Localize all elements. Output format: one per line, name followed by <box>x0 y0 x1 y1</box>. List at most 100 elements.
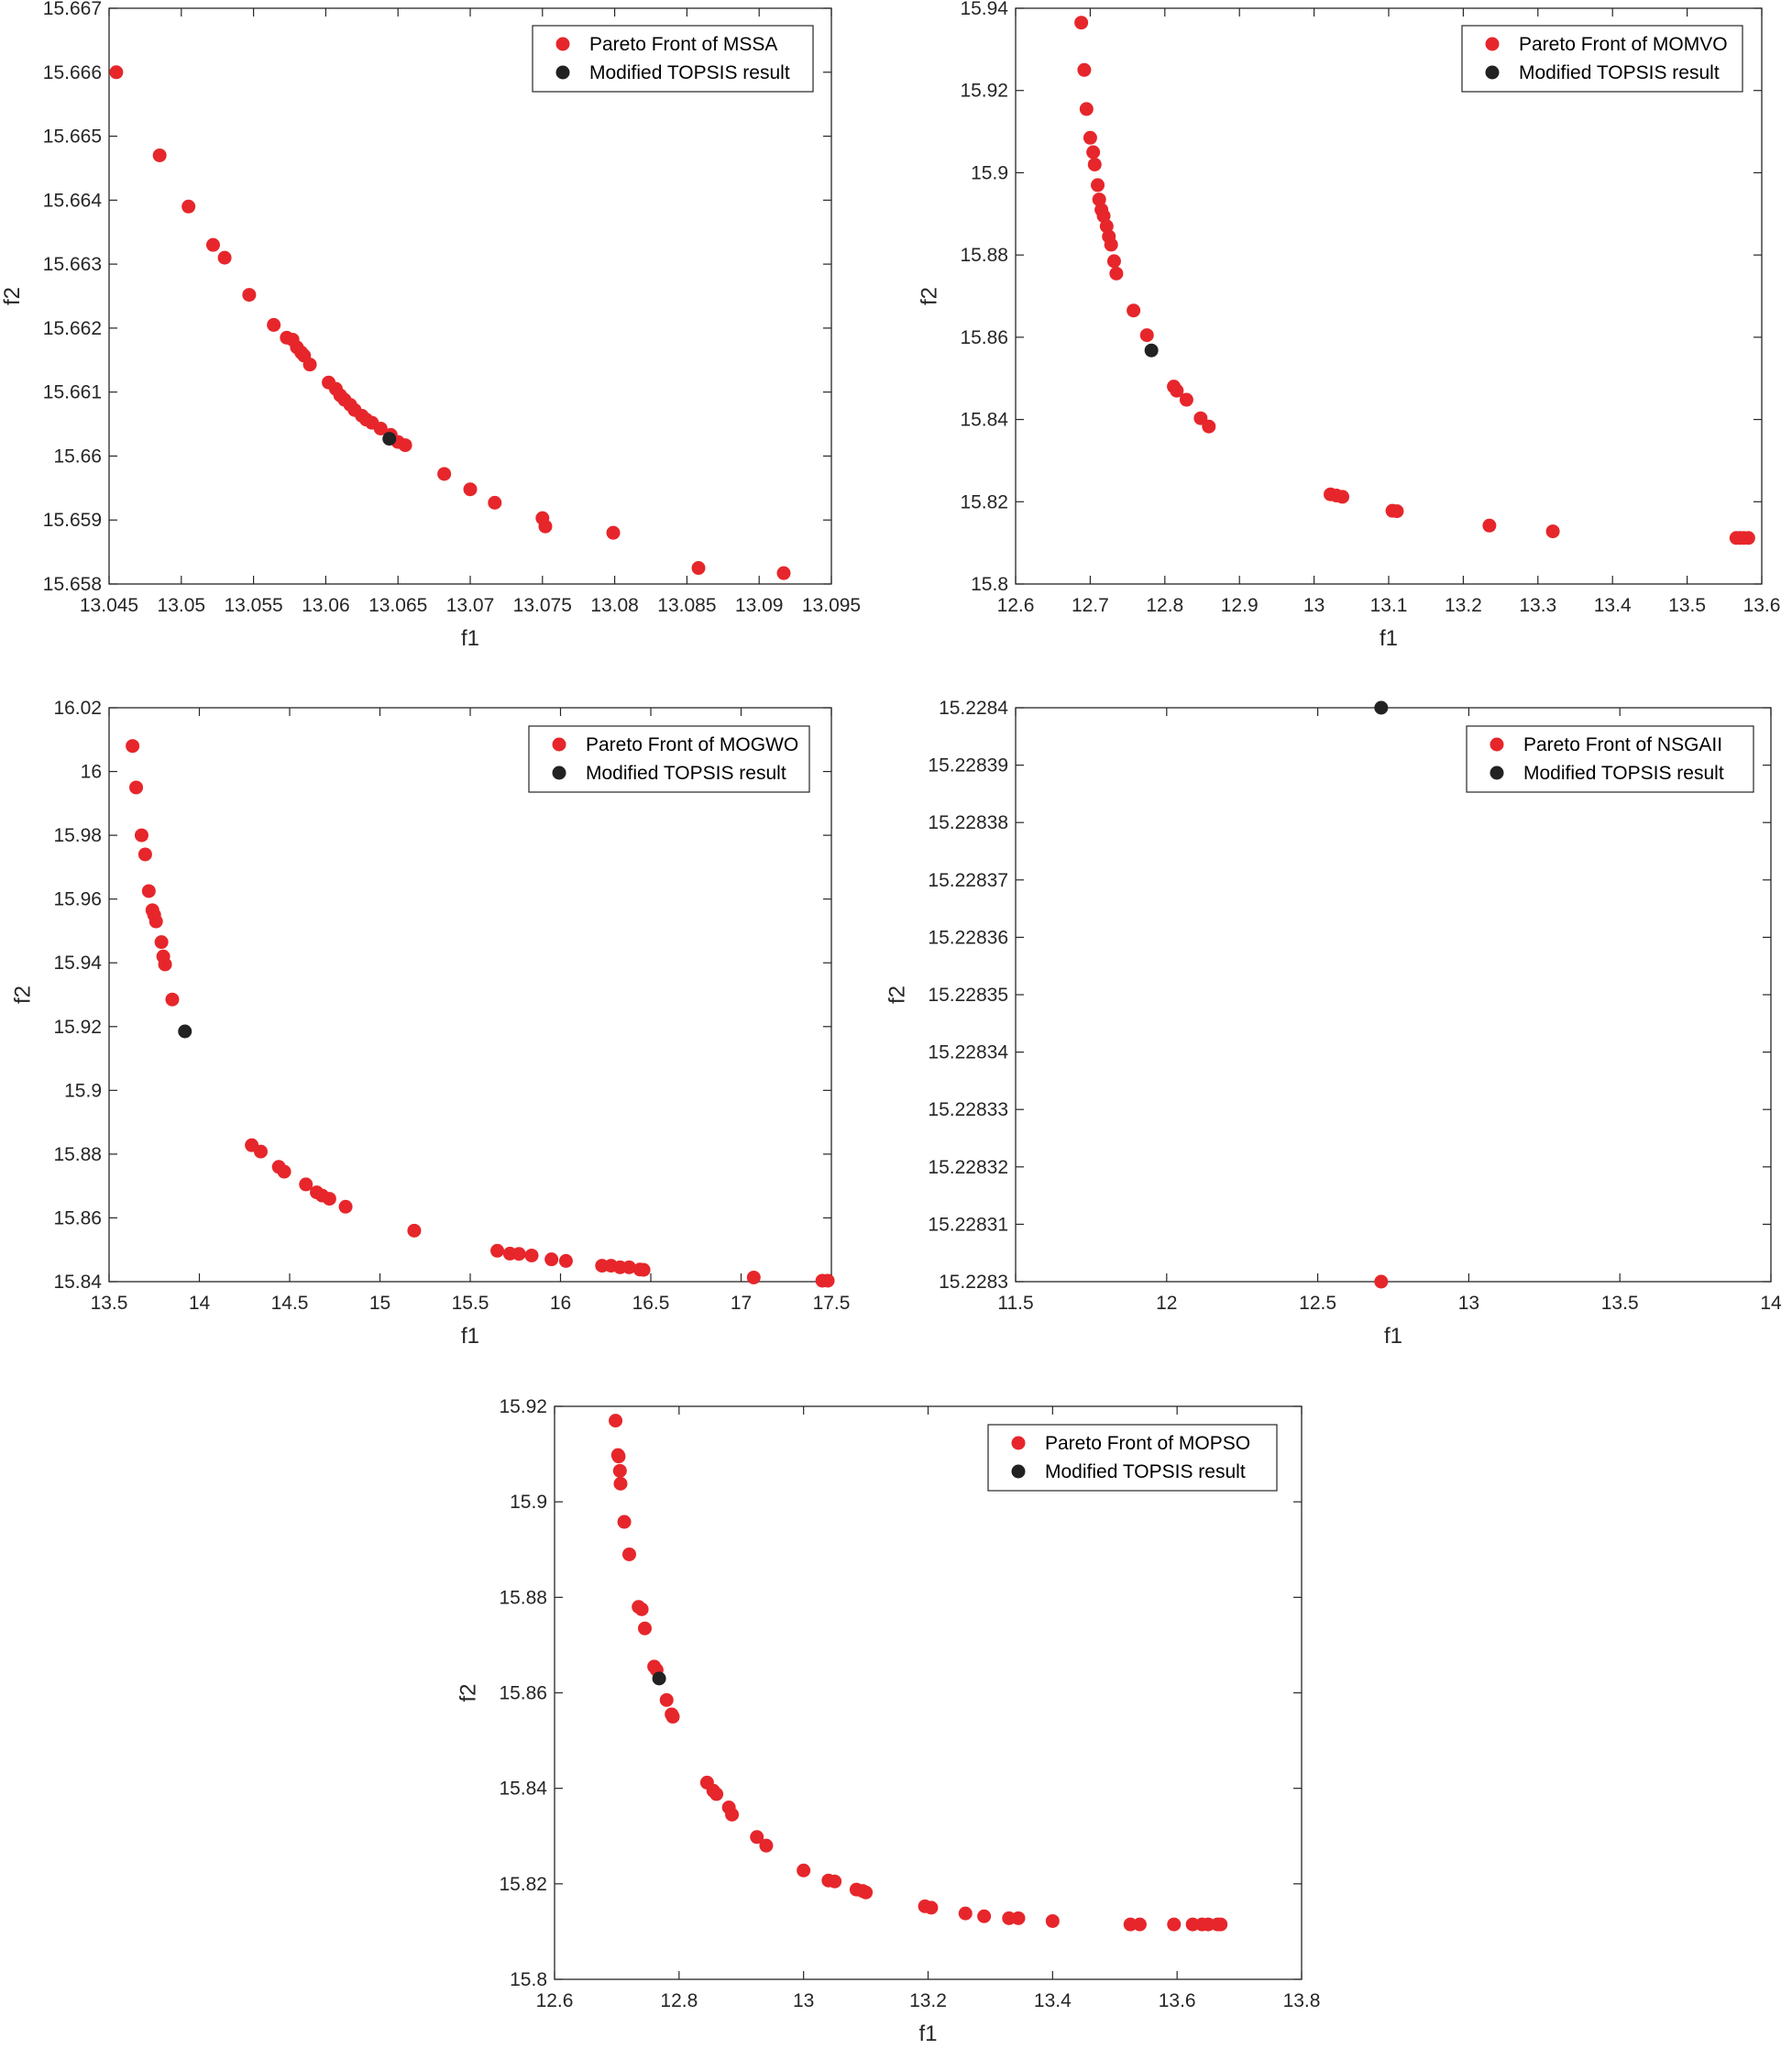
pareto-point <box>621 1260 636 1274</box>
pareto-point <box>1086 145 1101 160</box>
x-tick-label: 13.3 <box>1519 595 1556 616</box>
x-tick-label: 12.7 <box>1072 595 1109 616</box>
pareto-point <box>613 1476 628 1491</box>
pareto-point <box>750 1830 764 1845</box>
pareto-point <box>544 1252 559 1267</box>
chart-1: 13.045 13.05 13.055 13.06 13.065 13.07 13.075 1… <box>0 0 861 651</box>
y-tick-label: 15.22832 <box>928 1157 1008 1178</box>
pareto-point <box>134 828 148 843</box>
pareto-point <box>524 1248 539 1262</box>
pareto-point <box>1741 531 1755 545</box>
y-tick-label: 15.86 <box>499 1683 547 1704</box>
legend-marker <box>1490 737 1504 752</box>
y-tick-label: 15.96 <box>53 889 102 910</box>
topsis-point <box>652 1671 666 1686</box>
chart-5: 12.6 12.8 13 13.2 13.4 13.6 13.8 15.8 15.82 15.84… <box>456 1396 1321 2046</box>
pareto-point <box>924 1900 939 1915</box>
pareto-point <box>338 1199 353 1214</box>
pareto-point <box>612 1463 627 1478</box>
pareto-point <box>1132 1917 1147 1932</box>
pareto-point <box>538 519 553 534</box>
x-tick-label: 13.06 <box>302 595 350 616</box>
chart-3: 13.5 14 14.5 15 15.5 16 16.5 17 17.5 15.84 15.86 15… <box>11 698 851 1349</box>
pareto-point <box>1482 518 1497 533</box>
y-tick-label: 15.22838 <box>928 812 1008 833</box>
x-tick-label: 13.5 <box>1601 1293 1639 1314</box>
pareto-point <box>165 992 180 1007</box>
x-tick-label: 13.09 <box>735 595 784 616</box>
pareto-point <box>1077 62 1092 77</box>
y-tick-label: 15.2284 <box>939 698 1008 719</box>
x-tick-label: 15.5 <box>452 1293 489 1314</box>
pareto-point <box>776 566 791 580</box>
plot-area <box>108 7 832 585</box>
pareto-point <box>606 525 621 540</box>
y-tick-label: 15.667 <box>43 0 102 19</box>
topsis-result-series <box>1374 700 1389 715</box>
y-tick-label: 15.9 <box>510 1492 547 1513</box>
x-tick-label: 13.095 <box>802 595 861 616</box>
y-tick-label: 15.22839 <box>928 755 1008 777</box>
y-tick-label: 15.86 <box>53 1207 102 1228</box>
y-tick-label: 15.88 <box>960 245 1008 266</box>
x-tick-label: 13.5 <box>91 1293 128 1314</box>
x-tick-label: 13.8 <box>1283 1990 1321 2011</box>
legend-box <box>528 725 810 793</box>
y-tick-label: 15.92 <box>499 1396 547 1417</box>
pareto-point <box>634 1602 649 1616</box>
legend-marker <box>552 737 566 752</box>
y-tick-label: 15.9 <box>64 1080 102 1101</box>
topsis-result-series <box>178 1024 192 1039</box>
pareto-point <box>1091 178 1105 193</box>
pareto-point <box>437 467 452 481</box>
legend-entry: Modified TOPSIS result <box>586 763 786 784</box>
pareto-point <box>1167 1917 1182 1932</box>
pareto-point <box>1202 419 1216 434</box>
pareto-point <box>253 1144 268 1159</box>
legend-marker <box>1490 766 1504 780</box>
y-tick-label: 15.88 <box>499 1587 547 1608</box>
x-tick-label: 13.2 <box>1445 595 1482 616</box>
legend-box <box>987 1424 1278 1492</box>
legend-marker <box>1011 1464 1026 1479</box>
pareto-point <box>1139 328 1154 343</box>
y-tick-label: 15.82 <box>960 491 1008 512</box>
y-tick-label: 15.92 <box>53 1017 102 1038</box>
y-tick-label: 15.66 <box>53 446 102 467</box>
y-tick-label: 15.84 <box>960 410 1008 431</box>
pareto-point <box>1083 130 1097 145</box>
legend-entry: Pareto Front of MOGWO <box>586 734 798 755</box>
pareto-front-series <box>1374 1274 1389 1289</box>
legend: Pareto Front of MOPSO Modified TOPSIS res… <box>987 1424 1278 1492</box>
x-tick-label: 13 <box>793 1990 814 2011</box>
x-tick-label: 13.1 <box>1370 595 1408 616</box>
pareto-point <box>611 1449 626 1464</box>
x-tick-label: 13.065 <box>368 595 427 616</box>
x-axis-label: f1 <box>918 2021 937 2046</box>
pareto-point <box>759 1838 774 1853</box>
pareto-point <box>1179 392 1193 407</box>
pareto-point <box>299 1177 313 1192</box>
legend-marker <box>555 37 570 51</box>
legend-marker <box>555 65 570 80</box>
pareto-point <box>126 739 140 754</box>
y-tick-label: 15.94 <box>53 953 102 974</box>
plot-area <box>1015 7 1763 585</box>
legend-marker <box>1011 1436 1026 1450</box>
y-tick-label: 15.2283 <box>939 1272 1008 1293</box>
y-tick-label: 15.82 <box>499 1874 547 1895</box>
pareto-front-series <box>126 739 835 1288</box>
x-tick-label: 12 <box>1156 1293 1177 1314</box>
pareto-point <box>1074 16 1089 30</box>
pareto-point <box>1106 254 1121 269</box>
topsis-point <box>382 432 397 446</box>
pareto-point <box>267 317 281 332</box>
legend-entry: Modified TOPSIS result <box>589 62 790 83</box>
legend: Pareto Front of MOGWO Modified TOPSIS res… <box>528 725 810 793</box>
chart-2: 12.6 12.7 12.8 12.9 13 13.1 13.2 13.3 13.4 13.5 13… <box>918 0 1781 651</box>
pareto-point <box>797 1863 811 1878</box>
x-tick-label: 13.055 <box>224 595 282 616</box>
x-tick-label: 13.4 <box>1034 1990 1072 2011</box>
chart-4: 11.5 12 12.5 13 13.5 14 15.2283 15.22831 15.2283… <box>885 698 1782 1349</box>
